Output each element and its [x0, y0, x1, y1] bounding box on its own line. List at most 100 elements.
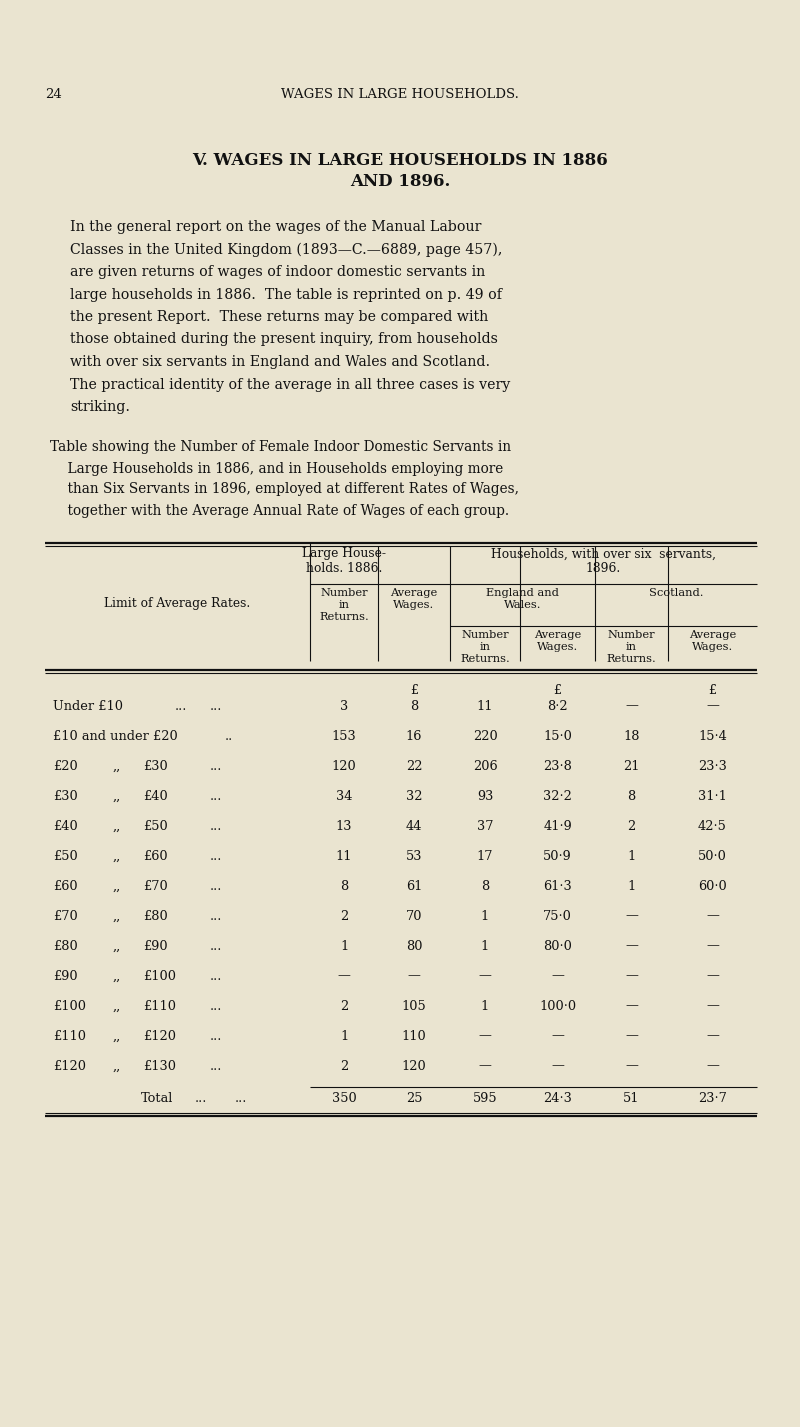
Text: 80·0: 80·0 [543, 939, 572, 952]
Text: 23·7: 23·7 [698, 1092, 727, 1104]
Text: the present Report.  These returns may be compared with: the present Report. These returns may be… [70, 310, 488, 324]
Text: £: £ [410, 684, 418, 696]
Text: 22: 22 [406, 759, 422, 772]
Text: Total: Total [142, 1092, 174, 1104]
Text: —: — [625, 909, 638, 922]
Text: 37: 37 [477, 819, 494, 832]
Text: ,,: ,, [113, 1029, 122, 1043]
Text: Number: Number [320, 588, 368, 598]
Text: —: — [706, 999, 719, 1013]
Text: in: in [626, 642, 637, 652]
Text: 34: 34 [336, 789, 352, 802]
Text: 17: 17 [477, 849, 494, 862]
Text: ...: ... [210, 1029, 222, 1043]
Text: —: — [551, 969, 564, 983]
Text: 80: 80 [406, 939, 422, 952]
Text: 595: 595 [473, 1092, 498, 1104]
Text: 120: 120 [402, 1059, 426, 1073]
Text: £60: £60 [143, 849, 168, 862]
Text: than Six Servants in 1896, employed at different Rates of Wages,: than Six Servants in 1896, employed at d… [50, 482, 519, 497]
Text: 51: 51 [623, 1092, 640, 1104]
Text: 1: 1 [627, 849, 636, 862]
Text: Average: Average [534, 629, 581, 639]
Text: large households in 1886.  The table is reprinted on p. 49 of: large households in 1886. The table is r… [70, 287, 502, 301]
Text: 23·3: 23·3 [698, 759, 727, 772]
Text: In the general report on the wages of the Manual Labour: In the general report on the wages of th… [70, 220, 482, 234]
Text: 120: 120 [332, 759, 356, 772]
Text: 1: 1 [340, 939, 348, 952]
Text: 220: 220 [473, 729, 498, 742]
Text: 2: 2 [627, 819, 636, 832]
Text: Average: Average [689, 629, 736, 639]
Text: £30: £30 [53, 789, 78, 802]
Text: Scotland.: Scotland. [649, 588, 703, 598]
Text: £80: £80 [143, 909, 168, 922]
Text: £90: £90 [53, 969, 78, 983]
Text: AND 1896.: AND 1896. [350, 173, 450, 190]
Text: 13: 13 [336, 819, 352, 832]
Text: 41·9: 41·9 [543, 819, 572, 832]
Text: 15·0: 15·0 [543, 729, 572, 742]
Text: 8: 8 [340, 879, 348, 892]
Text: 105: 105 [402, 999, 426, 1013]
Text: 1: 1 [481, 999, 489, 1013]
Text: striking.: striking. [70, 400, 130, 414]
Text: Returns.: Returns. [319, 612, 369, 622]
Text: ...: ... [210, 849, 222, 862]
Text: ,,: ,, [113, 819, 122, 832]
Text: Number: Number [461, 629, 509, 639]
Text: 44: 44 [406, 819, 422, 832]
Text: —: — [706, 939, 719, 952]
Text: 24: 24 [45, 88, 62, 101]
Text: 42·5: 42·5 [698, 819, 727, 832]
Text: —: — [706, 699, 719, 712]
Text: V. WAGES IN LARGE HOUSEHOLDS IN 1886: V. WAGES IN LARGE HOUSEHOLDS IN 1886 [192, 153, 608, 168]
Text: 8: 8 [627, 789, 636, 802]
Text: —: — [625, 699, 638, 712]
Text: 1: 1 [340, 1029, 348, 1043]
Text: 8: 8 [410, 699, 418, 712]
Text: ,,: ,, [113, 939, 122, 952]
Text: 18: 18 [623, 729, 640, 742]
Text: —: — [625, 969, 638, 983]
Text: are given returns of wages of indoor domestic servants in: are given returns of wages of indoor dom… [70, 265, 486, 280]
Text: £80: £80 [53, 939, 78, 952]
Text: Returns.: Returns. [460, 654, 510, 664]
Text: 2: 2 [340, 909, 348, 922]
Text: —: — [706, 909, 719, 922]
Text: £: £ [709, 684, 717, 696]
Text: 110: 110 [402, 1029, 426, 1043]
Text: —: — [706, 1059, 719, 1073]
Text: 11: 11 [336, 849, 352, 862]
Text: in: in [338, 601, 350, 611]
Text: 2: 2 [340, 999, 348, 1013]
Text: Classes in the United Kingdom (1893—C.—6889, page 457),: Classes in the United Kingdom (1893—C.—6… [70, 243, 502, 257]
Text: ,,: ,, [113, 969, 122, 983]
Text: 1: 1 [481, 909, 489, 922]
Text: 21: 21 [623, 759, 640, 772]
Text: —: — [625, 1029, 638, 1043]
Text: £130: £130 [143, 1059, 176, 1073]
Text: £40: £40 [53, 819, 78, 832]
Text: —: — [625, 1059, 638, 1073]
Text: —: — [478, 969, 491, 983]
Text: 153: 153 [332, 729, 356, 742]
Text: 1896.: 1896. [586, 561, 621, 575]
Text: Large Households in 1886, and in Households employing more: Large Households in 1886, and in Househo… [50, 461, 503, 475]
Text: 206: 206 [473, 759, 498, 772]
Text: 3: 3 [340, 699, 348, 712]
Text: 25: 25 [406, 1092, 422, 1104]
Text: ,,: ,, [113, 1059, 122, 1073]
Text: £90: £90 [143, 939, 168, 952]
Text: 70: 70 [406, 909, 422, 922]
Text: 31·1: 31·1 [698, 789, 727, 802]
Text: —: — [478, 1059, 491, 1073]
Text: 24·3: 24·3 [543, 1092, 572, 1104]
Text: Average: Average [390, 588, 438, 598]
Text: ...: ... [210, 909, 222, 922]
Text: £20: £20 [53, 759, 78, 772]
Text: £100: £100 [143, 969, 176, 983]
Text: 350: 350 [332, 1092, 356, 1104]
Text: £50: £50 [143, 819, 168, 832]
Text: 93: 93 [477, 789, 493, 802]
